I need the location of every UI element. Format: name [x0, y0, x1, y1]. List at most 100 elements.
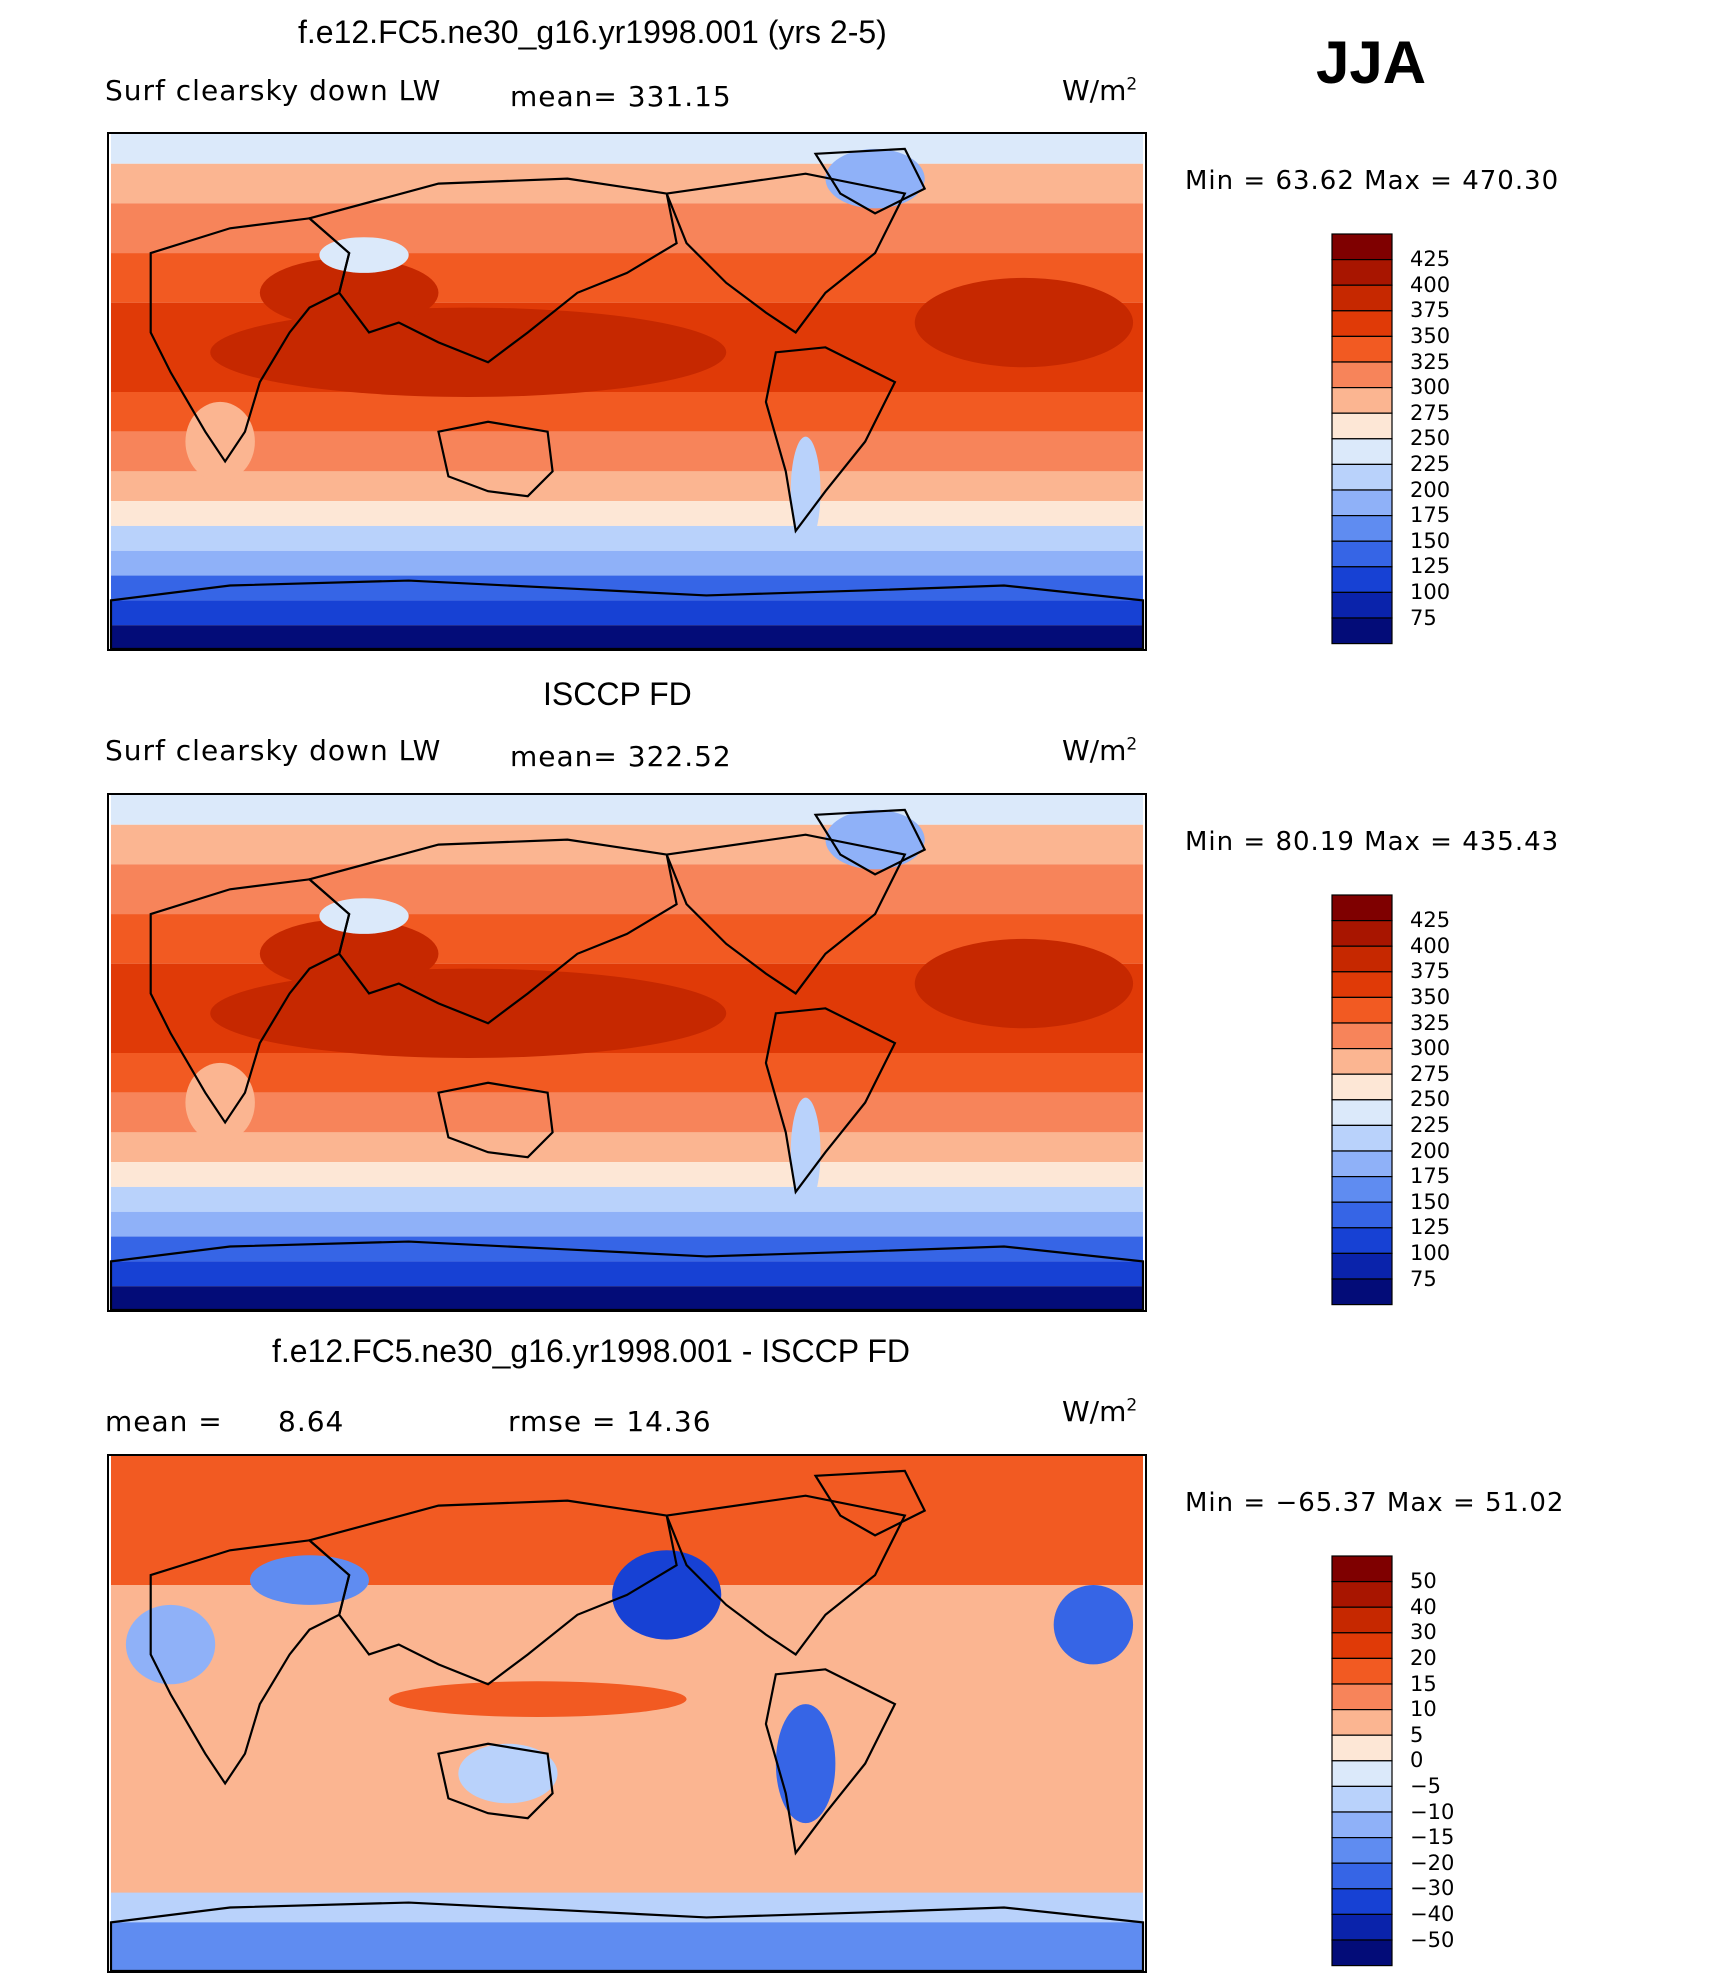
map-band: [111, 795, 1143, 825]
colorbar-tick-label: −15: [1410, 1825, 1455, 1850]
andes-region: [790, 436, 821, 546]
colorbar-tick-label: 300: [1410, 1036, 1451, 1061]
andes-negative-region: [775, 1704, 836, 1824]
coastline: [109, 1901, 1145, 1971]
panel-2-map: [107, 793, 1147, 1312]
panel-1-variable: Surf clearsky down LW: [105, 74, 442, 107]
colorbar-tick-label: 400: [1410, 933, 1451, 958]
colorbar-box: [1331, 515, 1393, 542]
colorbar-box: [1331, 540, 1393, 568]
colorbar-box: [1331, 945, 1393, 973]
colorbar-box: [1331, 1785, 1393, 1813]
colorbar-box: [1331, 1709, 1393, 1736]
colorbar-tick-label: 75: [1410, 1266, 1437, 1291]
colorbar-box: [1331, 996, 1393, 1024]
colorbar-box: [1331, 1939, 1393, 1967]
colorbar-box: [1331, 1811, 1393, 1839]
colorbar-box: [1331, 335, 1393, 363]
colorbar-box: [1331, 1278, 1393, 1306]
colorbar-box: [1331, 1888, 1393, 1915]
colorbar-tick-label: 325: [1410, 349, 1451, 374]
colorbar-box: [1331, 463, 1393, 491]
warm-pool-region: [210, 307, 727, 397]
colorbar-box: [1331, 920, 1393, 947]
panel-1-mean: mean= 331.15: [510, 80, 732, 113]
panel-2-minmax: Min = 80.19 Max = 435.43: [1185, 827, 1560, 857]
panel-3-map: [107, 1454, 1147, 1973]
colorbar-box: [1331, 971, 1393, 999]
colorbar-box: [1331, 310, 1393, 338]
south-africa-region: [185, 1062, 255, 1143]
colorbar-tick-label: 200: [1410, 477, 1451, 502]
map-band: [111, 1236, 1143, 1262]
colorbar-tick-label: 325: [1410, 1010, 1451, 1035]
colorbar-tick-label: 75: [1410, 605, 1437, 630]
map-band: [111, 471, 1143, 502]
colorbar-tick-label: 5: [1410, 1722, 1424, 1747]
map-band: [111, 600, 1143, 626]
colorbar-tick-label: 425: [1410, 908, 1451, 933]
coastline: [665, 1494, 907, 1656]
colorbar-tick-label: 15: [1410, 1671, 1437, 1696]
map-band: [111, 864, 1143, 915]
colorbar-tick-label: 425: [1410, 247, 1451, 272]
map-band: [111, 550, 1143, 576]
panel-2-title: ISCCP FD: [543, 676, 692, 712]
warm-pool-region: [210, 968, 727, 1058]
south-africa-region: [185, 401, 255, 482]
colorbar-box: [1331, 1581, 1393, 1608]
panel-1-minmax: Min = 63.62 Max = 470.30: [1185, 166, 1560, 196]
colorbar-box: [1331, 412, 1393, 440]
colorbar-tick-label: 275: [1410, 1061, 1451, 1086]
colorbar-tick-label: 100: [1410, 1240, 1451, 1265]
colorbar-box: [1331, 1227, 1393, 1254]
colorbar-box: [1331, 1022, 1393, 1050]
panel-2-colorbar: [1331, 894, 1393, 1306]
colorbar-tick-label: 250: [1410, 1087, 1451, 1112]
australia-negative-region: [458, 1743, 558, 1804]
colorbar-box: [1331, 1150, 1393, 1178]
colorbar-tick-label: 100: [1410, 579, 1451, 604]
colorbar-tick-label: 375: [1410, 959, 1451, 984]
colorbar-box: [1331, 1073, 1393, 1101]
coastline: [307, 177, 678, 364]
colorbar-box: [1331, 1760, 1393, 1788]
colorbar-tick-label: 50: [1410, 1569, 1437, 1594]
colorbar-box: [1331, 1252, 1393, 1280]
colorbar-box: [1331, 566, 1393, 593]
andes-region: [790, 1097, 821, 1207]
panel-2-units: W/m2: [1062, 734, 1138, 767]
tibet-region: [319, 898, 409, 934]
panel-2-mean: mean= 322.52: [510, 740, 732, 773]
colorbar-tick-label: 350: [1410, 984, 1451, 1009]
colorbar-tick-label: 375: [1410, 298, 1451, 323]
coastline: [665, 833, 907, 995]
colorbar-tick-label: 175: [1410, 1164, 1451, 1189]
panel-1-colorbar: [1331, 233, 1393, 645]
colorbar-box: [1331, 894, 1393, 922]
colorbar-box: [1331, 1632, 1393, 1660]
colorbar-tick-label: 30: [1410, 1620, 1437, 1645]
colorbar-box: [1331, 1837, 1393, 1864]
colorbar-tick-label: 175: [1410, 503, 1451, 528]
panel-1-units: W/m2: [1062, 74, 1138, 107]
colorbar-tick-label: 275: [1410, 400, 1451, 425]
map-band: [111, 1261, 1143, 1287]
colorbar-box: [1331, 438, 1393, 466]
map-band: [111, 824, 1143, 865]
colorbar-box: [1331, 1683, 1393, 1711]
map-band: [111, 1211, 1143, 1237]
colorbar-box: [1331, 1606, 1393, 1634]
coastline: [307, 838, 678, 1025]
colorbar-tick-label: 20: [1410, 1645, 1437, 1670]
colorbar-box: [1331, 1734, 1393, 1762]
panel-1-title: f.e12.FC5.ne30_g16.yr1998.001 (yrs 2-5): [298, 14, 887, 50]
panel-3-colorbar: [1331, 1555, 1393, 1967]
colorbar-box: [1331, 1124, 1393, 1152]
coastline: [307, 1499, 678, 1686]
colorbar-box: [1331, 1176, 1393, 1203]
colorbar-tick-label: 350: [1410, 323, 1451, 348]
panel-2-variable: Surf clearsky down LW: [105, 734, 442, 767]
colorbar-box: [1331, 233, 1393, 261]
colorbar-tick-label: 150: [1410, 1189, 1451, 1214]
